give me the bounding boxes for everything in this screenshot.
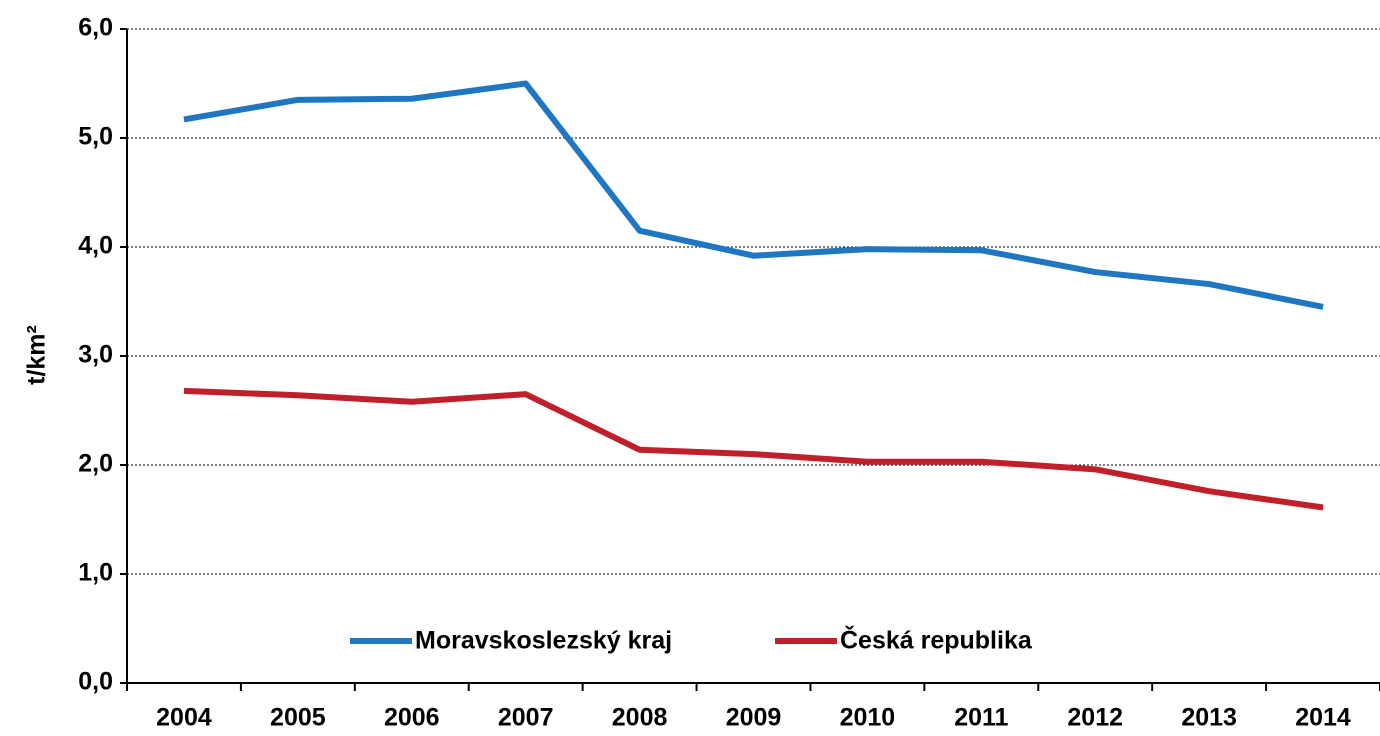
legend-label: Moravskoslezský kraj	[415, 627, 672, 655]
y-tick-label: 2,0	[78, 450, 113, 478]
y-axis-label: t/km²	[23, 325, 51, 385]
x-tick-label: 2013	[1181, 704, 1237, 732]
y-tick-label: 5,0	[78, 123, 113, 151]
x-tick-label: 2006	[384, 704, 440, 732]
y-tick-label: 4,0	[78, 232, 113, 260]
x-tick-label: 2011	[954, 704, 1008, 732]
legend-label: Česká republika	[840, 625, 1033, 655]
y-tick-label: 6,0	[78, 14, 113, 42]
y-tick-label: 1,0	[78, 559, 113, 587]
x-tick-label: 2004	[156, 704, 212, 732]
x-tick-label: 2014	[1295, 704, 1351, 732]
x-tick-label: 2005	[270, 704, 326, 732]
x-tick-label: 2009	[726, 704, 782, 732]
x-tick-label: 2010	[840, 704, 896, 732]
y-tick-label: 3,0	[78, 341, 113, 369]
line-series	[183, 387, 1324, 511]
x-tick-label: 2008	[612, 704, 668, 732]
x-tick-label: 2012	[1067, 704, 1123, 732]
x-tick-label: 2007	[498, 704, 554, 732]
y-tick-label: 0,0	[78, 668, 113, 696]
line-series	[183, 80, 1324, 310]
